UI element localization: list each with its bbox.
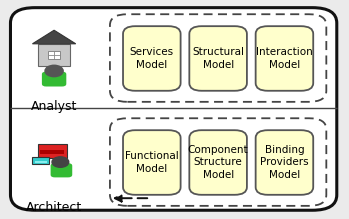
FancyBboxPatch shape	[255, 26, 313, 91]
FancyBboxPatch shape	[51, 163, 72, 177]
FancyBboxPatch shape	[189, 26, 247, 91]
FancyBboxPatch shape	[35, 161, 47, 163]
Circle shape	[45, 65, 63, 77]
FancyBboxPatch shape	[42, 72, 66, 87]
FancyBboxPatch shape	[48, 51, 60, 59]
FancyBboxPatch shape	[123, 26, 181, 91]
Text: Architect: Architect	[26, 201, 82, 214]
Text: Structural
Model: Structural Model	[192, 47, 244, 70]
FancyBboxPatch shape	[37, 144, 67, 158]
FancyBboxPatch shape	[40, 150, 64, 154]
Text: Functional
Model: Functional Model	[125, 151, 179, 174]
Text: Analyst: Analyst	[31, 100, 77, 113]
Text: Component
Structure
Model: Component Structure Model	[188, 145, 248, 180]
Polygon shape	[32, 30, 76, 44]
Text: Interaction
Model: Interaction Model	[256, 47, 313, 70]
FancyBboxPatch shape	[38, 44, 70, 66]
FancyBboxPatch shape	[123, 130, 181, 195]
Circle shape	[52, 157, 69, 167]
Text: Services
Model: Services Model	[130, 47, 174, 70]
FancyBboxPatch shape	[189, 130, 247, 195]
FancyBboxPatch shape	[32, 157, 49, 164]
FancyBboxPatch shape	[10, 8, 337, 210]
FancyBboxPatch shape	[255, 130, 313, 195]
Text: Binding
Providers
Model: Binding Providers Model	[260, 145, 309, 180]
